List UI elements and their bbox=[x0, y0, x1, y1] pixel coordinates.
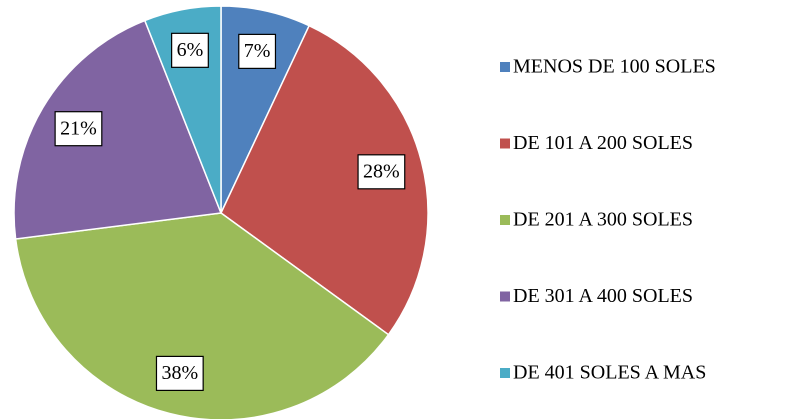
data-label: 28% bbox=[363, 160, 400, 182]
legend-swatch bbox=[500, 368, 510, 378]
legend-label: DE 401 SOLES A MAS bbox=[513, 362, 706, 384]
data-label-box bbox=[155, 355, 204, 391]
legend-swatch bbox=[500, 291, 510, 302]
data-label: 38% bbox=[161, 362, 198, 384]
data-label-box bbox=[171, 32, 209, 68]
data-label-box bbox=[54, 111, 103, 147]
pie-slice bbox=[14, 212, 390, 419]
legend-label: DE 201 A 300 SOLES bbox=[513, 209, 693, 231]
pie-slice bbox=[220, 24, 429, 336]
legend-swatch bbox=[500, 62, 510, 72]
legend-label: DE 101 A 200 SOLES bbox=[513, 132, 693, 154]
legend-label: MENOS DE 100 SOLES bbox=[513, 56, 716, 78]
pie-slice bbox=[13, 19, 223, 240]
data-label-box bbox=[357, 154, 406, 190]
legend-label: DE 301 A 400 SOLES bbox=[513, 285, 693, 307]
legend-swatch bbox=[500, 215, 510, 225]
data-label: 21% bbox=[60, 117, 97, 139]
data-label-box bbox=[238, 33, 277, 69]
legend-swatch bbox=[500, 138, 510, 149]
data-label: 6% bbox=[177, 39, 204, 61]
data-label: 7% bbox=[244, 40, 271, 62]
